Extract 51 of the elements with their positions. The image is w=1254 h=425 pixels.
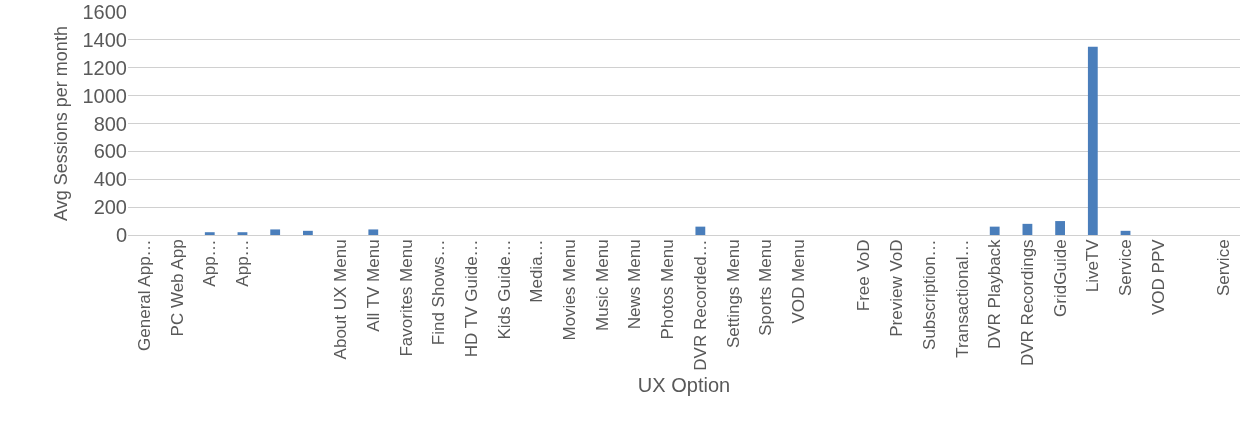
y-tick-label: 1600	[82, 1, 127, 23]
x-tick-label: Settings Menu	[723, 239, 743, 349]
x-tick-label: About UX Menu	[331, 239, 351, 360]
x-tick-label: Preview VoD	[887, 239, 907, 337]
bar	[204, 232, 215, 235]
bar	[368, 229, 379, 235]
x-tick-label: Free VoD	[854, 239, 874, 312]
x-tick-label: General App…	[134, 239, 154, 351]
y-tick-label: 1000	[82, 84, 127, 107]
y-tick-label: 600	[93, 140, 127, 163]
x-axis-title: UX Option	[637, 374, 731, 397]
bar	[270, 229, 281, 235]
bar	[1022, 223, 1033, 235]
y-axis-title: Avg Sessions per month	[50, 26, 71, 221]
x-tick-label: News Menu	[625, 239, 645, 330]
bar	[237, 232, 248, 235]
x-tick-label: DVR Recordings	[1017, 239, 1037, 367]
x-tick-label: PC Web App	[167, 239, 187, 337]
bar	[1087, 46, 1098, 235]
x-tick-label: Find Shows…	[429, 239, 449, 346]
x-tick-label: Sports Menu	[756, 239, 776, 336]
y-tick-label: 1400	[82, 28, 127, 51]
x-tick-label: GridGuide	[1050, 239, 1070, 317]
y-tick-label: 1200	[82, 56, 127, 79]
x-tick-label: App…	[232, 239, 252, 287]
x-tick-label: VOD PPV	[1148, 238, 1168, 315]
x-tick-label: Transactional…	[952, 239, 972, 358]
y-tick-label: 800	[93, 112, 127, 135]
x-tick-label: LiveTV	[1083, 238, 1103, 293]
x-tick-label: Service	[1214, 239, 1234, 297]
x-tick-label: Subscription…	[919, 239, 939, 350]
x-tick-label: Photos Menu	[658, 239, 678, 340]
x-tick-label: Movies Menu	[560, 239, 580, 341]
x-tick-label: App…	[200, 239, 220, 287]
x-tick-label: Service	[1116, 239, 1136, 297]
x-tick-label: VOD Menu	[788, 239, 808, 324]
y-tick-label: 0	[115, 224, 127, 246]
bar	[302, 230, 313, 235]
x-tick-label: Favorites Menu	[396, 239, 416, 357]
x-tick-label: Kids Guide…	[494, 239, 514, 340]
x-tick-label: All TV Menu	[363, 239, 383, 332]
y-tick-label: 400	[93, 168, 127, 191]
bar	[989, 226, 1000, 235]
x-tick-label: DVR Playback	[985, 238, 1005, 350]
x-tick-label: HD TV Guide…	[461, 239, 481, 358]
x-tick-label: Music Menu	[592, 239, 612, 332]
bar	[695, 226, 706, 235]
bar	[1055, 221, 1066, 235]
y-tick-label: 200	[93, 196, 127, 219]
x-tick-label: DVR Recorded…	[690, 239, 710, 371]
x-tick-label: Media…	[527, 239, 547, 303]
